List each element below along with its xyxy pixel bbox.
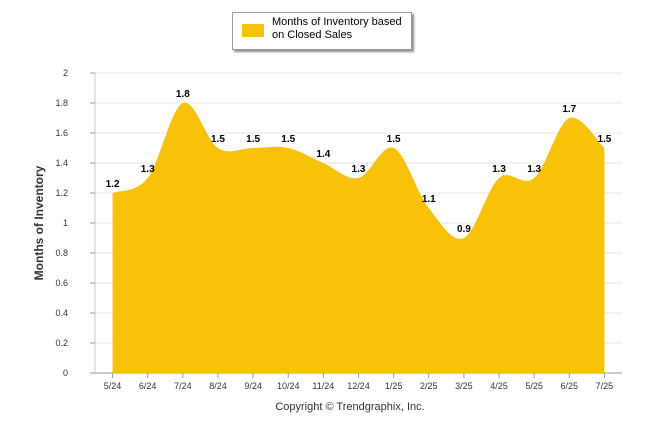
legend: Months of Inventory based on Closed Sale…: [232, 12, 412, 50]
x-tick-label: 5/24: [104, 381, 122, 391]
y-tick-label: 1.4: [55, 158, 68, 168]
x-tick-label: 2/25: [420, 381, 438, 391]
data-labels: 1.2 1.3 1.8 1.5 1.5 1.5 1.4 1.3 1.5 1.1 0.9 1.3 1.3 1…: [106, 89, 612, 235]
y-tick-label: 1.2: [55, 188, 68, 198]
data-label: 1.3: [527, 164, 541, 175]
x-tick-label: 6/25: [561, 381, 579, 391]
data-label: 1.5: [597, 134, 611, 145]
y-tick-label: 2: [63, 68, 68, 78]
data-label: 0.9: [457, 224, 471, 235]
y-axis-title: Months of Inventory: [32, 165, 46, 281]
x-tick-label: 1/25: [385, 381, 403, 391]
data-label: 1.7: [562, 104, 576, 115]
data-label: 1.2: [106, 179, 120, 190]
x-tick-label: 7/24: [174, 381, 192, 391]
x-tick-label: 4/25: [490, 381, 508, 391]
copyright-text: Copyright © Trendgraphix, Inc.: [275, 401, 425, 413]
data-label: 1.5: [211, 134, 225, 145]
data-label: 1.1: [422, 194, 436, 205]
data-label: 1.4: [316, 149, 330, 160]
y-tick-label: 0.4: [55, 308, 68, 318]
x-tick-label: 11/24: [312, 381, 334, 391]
area-series-fill: [112, 102, 605, 374]
y-axis-ticks: 0 0.2 0.4 0.6 0.8 1 1.2 1.4 1.6 1.8 2: [55, 68, 95, 378]
data-label: 1.5: [281, 134, 295, 145]
legend-swatch: [242, 24, 264, 37]
x-tick-label: 12/24: [347, 381, 370, 391]
y-tick-label: 1.8: [55, 98, 68, 108]
x-axis-ticks: 5/24 6/24 7/24 8/24 9/24 10/24 11/24 12/24 1/25 2…: [104, 373, 613, 391]
y-tick-label: 1: [63, 218, 68, 228]
data-label: 1.5: [246, 134, 260, 145]
data-label: 1.8: [176, 89, 190, 100]
data-label: 1.3: [141, 164, 155, 175]
x-tick-label: 8/24: [209, 381, 227, 391]
y-tick-label: 0.8: [55, 248, 68, 258]
legend-label: Months of Inventory based on Closed Sale…: [272, 16, 402, 41]
y-tick-label: 0.2: [55, 338, 68, 348]
x-tick-label: 6/24: [139, 381, 157, 391]
y-tick-label: 0: [63, 368, 68, 378]
data-label: 1.3: [352, 164, 366, 175]
y-tick-label: 1.6: [55, 128, 68, 138]
x-tick-label: 5/25: [525, 381, 543, 391]
data-label: 1.5: [387, 134, 401, 145]
x-tick-label: 10/24: [277, 381, 300, 391]
x-tick-label: 7/25: [596, 381, 614, 391]
y-tick-label: 0.6: [55, 278, 68, 288]
x-tick-label: 9/24: [244, 381, 262, 391]
x-tick-label: 3/25: [455, 381, 473, 391]
data-label: 1.3: [492, 164, 506, 175]
area-series: [112, 102, 605, 374]
